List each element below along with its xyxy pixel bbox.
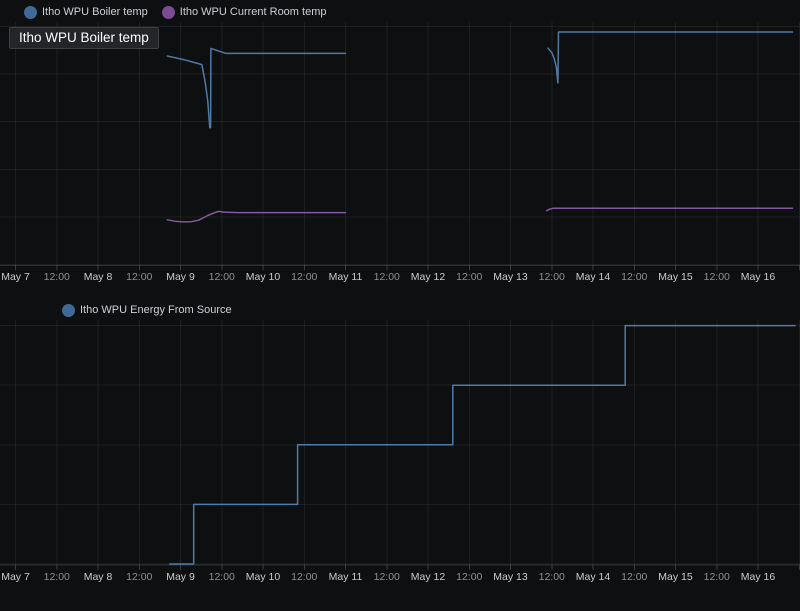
bottom-chart-legend: Itho WPU Energy From Source <box>62 303 232 317</box>
x-axis-label: May 13 <box>493 571 528 583</box>
series-line <box>547 31 794 84</box>
energy-from-source-chart[interactable] <box>0 318 800 572</box>
legend-item-boiler-temp[interactable]: Itho WPU Boiler temp <box>24 5 148 19</box>
x-axis-label: May 7 <box>1 271 30 283</box>
x-axis-label: May 15 <box>658 571 693 583</box>
x-axis-label: May 16 <box>740 571 776 583</box>
x-axis-label: May 11 <box>328 271 363 283</box>
legend-item-energy-from-source[interactable]: Itho WPU Energy From Source <box>62 303 232 317</box>
x-axis-label: May 12 <box>410 571 446 583</box>
series-name-tooltip: Itho WPU Boiler temp <box>9 27 159 49</box>
series-line <box>166 210 347 223</box>
x-axis-label: May 10 <box>245 571 281 583</box>
x-axis-label: 12:00 <box>126 571 153 583</box>
legend-label-energy-from-source: Itho WPU Energy From Source <box>80 304 232 316</box>
x-axis-label: May 9 <box>166 571 195 583</box>
top-x-axis: May 7 12:00 May 8 12:00 May 9 12:00 May 10 12:0… <box>0 271 800 285</box>
series-dot-boiler-temp <box>24 5 37 19</box>
x-axis-label: May 12 <box>410 271 446 283</box>
legend-label-current-room-temp: Itho WPU Current Room temp <box>179 6 327 18</box>
bottom-x-axis: May 7 12:00 May 8 12:00 May 9 12:00 May 10 12:0… <box>0 571 800 585</box>
x-axis-label: May 8 <box>83 571 113 583</box>
x-axis-label: May 9 <box>166 271 195 283</box>
x-axis-label: 12:00 <box>456 571 483 583</box>
x-axis-label: 12:00 <box>208 271 235 283</box>
series-name-tooltip-text: Itho WPU Boiler temp <box>19 30 149 45</box>
series-line <box>169 324 796 565</box>
x-axis-label: 12:00 <box>208 571 235 583</box>
x-axis-label: May 10 <box>245 271 281 283</box>
x-axis-label: 12:00 <box>621 571 648 583</box>
series-dot-current-room-temp <box>161 5 175 19</box>
x-axis-label: 12:00 <box>456 271 483 283</box>
top-chart-legend: Itho WPU Boiler temp Itho WPU Current Ro… <box>24 5 326 19</box>
boiler-room-temp-chart[interactable] <box>0 0 800 272</box>
x-axis-label: 12:00 <box>703 271 730 283</box>
x-axis-label: 12:00 <box>126 271 153 283</box>
x-axis-label: 12:00 <box>291 571 318 583</box>
x-axis-label: May 14 <box>575 571 611 583</box>
x-axis-label: May 11 <box>328 571 363 583</box>
series-dot-energy-from-source <box>62 303 75 317</box>
x-axis-label: 12:00 <box>538 271 565 283</box>
x-axis-label: 12:00 <box>621 271 648 283</box>
legend-item-current-room-temp[interactable]: Itho WPU Current Room temp <box>161 5 327 19</box>
x-axis-label: 12:00 <box>43 271 70 283</box>
x-axis-label: 12:00 <box>538 571 565 583</box>
x-axis-label: 12:00 <box>703 571 730 583</box>
x-axis-label: May 14 <box>575 271 611 283</box>
series-line <box>546 207 794 212</box>
x-axis-label: 12:00 <box>373 271 400 283</box>
x-axis-label: 12:00 <box>291 271 318 283</box>
x-axis-label: May 7 <box>1 571 30 583</box>
x-axis-label: May 8 <box>83 271 113 283</box>
x-axis-label: May 13 <box>493 271 528 283</box>
x-axis-label: 12:00 <box>43 571 70 583</box>
x-axis-label: 12:00 <box>373 571 400 583</box>
x-axis-label: May 15 <box>658 271 693 283</box>
legend-label-boiler-temp: Itho WPU Boiler temp <box>42 6 148 18</box>
series-line <box>166 47 347 129</box>
x-axis-label: May 16 <box>740 271 776 283</box>
